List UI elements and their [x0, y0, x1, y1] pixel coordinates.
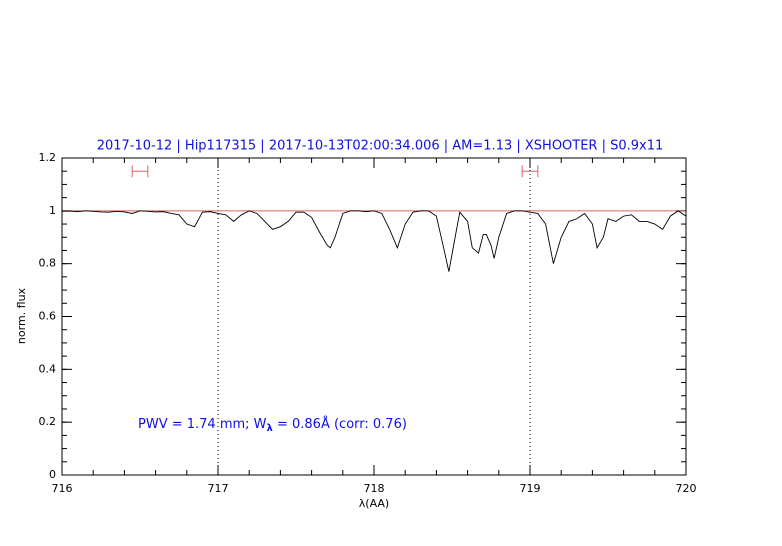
range-marker: [521, 165, 539, 178]
x-axis-label: λ(AA): [359, 497, 389, 510]
y-axis-label: norm. flux: [15, 287, 28, 344]
x-tick-label: 717: [208, 482, 229, 495]
chart-title: 2017-10-12 | Hip117315 | 2017-10-13T02:0…: [97, 139, 664, 154]
y-tick-label: 0.2: [39, 415, 57, 428]
x-tick-label: 719: [520, 482, 541, 495]
x-tick-label: 720: [676, 482, 697, 495]
y-tick-label: 0.8: [39, 257, 57, 270]
y-tick-label: 0.4: [39, 362, 57, 375]
plot-frame: [61, 157, 687, 476]
y-tick-label: 1: [49, 204, 56, 217]
spectrum-line: [61, 210, 687, 272]
annotation-text: = 0.86Å (corr: 0.76): [273, 416, 407, 432]
annotation: PWV = 1.74 mm; Wλ = 0.86Å (corr: 0.76): [138, 416, 407, 435]
annotation-text: PWV = 1.74 mm; W: [138, 417, 267, 432]
annotation-subscript: λ: [267, 423, 274, 434]
y-tick-label: 0: [49, 468, 56, 481]
range-marker: [131, 165, 149, 178]
y-tick-label: 1.2: [39, 151, 57, 164]
y-tick-label: 0.6: [39, 310, 57, 323]
x-tick-label: 716: [52, 482, 73, 495]
x-tick-label: 718: [364, 482, 385, 495]
